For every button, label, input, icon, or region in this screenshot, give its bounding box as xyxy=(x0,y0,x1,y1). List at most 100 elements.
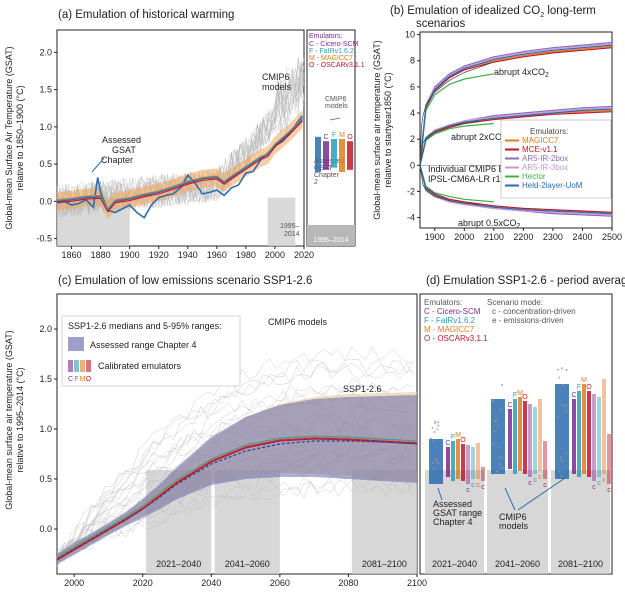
panel-b-legend-label-4: Hector xyxy=(522,172,546,181)
panel-c-legend-box xyxy=(61,315,241,387)
panel-c-period-shade-1 xyxy=(214,470,280,574)
panel-b-ylabel-1: relative to startyear1850 (°C) xyxy=(383,72,393,187)
panel-c-xtick-label-1: 2020 xyxy=(133,578,153,588)
panel-d-legend-title: Emulators: xyxy=(424,298,462,307)
panel-a-inset-period-label: 1995–2014 xyxy=(313,237,348,244)
panel-b-esm-2x xyxy=(419,120,480,166)
panel-b-title-line2: scenarios xyxy=(416,18,465,30)
panel-c-legend-emulators-label: Calibrated emulators xyxy=(98,361,182,371)
panel-c-title: (c) Emulation of low emissions scenario … xyxy=(58,275,312,287)
panel-d-cmip6-dot-2-12 xyxy=(565,404,568,407)
panel-d-mode-item-1: e - emissions-driven xyxy=(492,316,564,325)
panel-d-bar-mark-0-6: c xyxy=(476,482,480,489)
panel-a-inset-cmip6-0: CMIP6 xyxy=(325,96,347,103)
panel-c-assessed-median xyxy=(56,440,418,560)
panel-c-cmip6-line-11 xyxy=(56,378,414,554)
panel-a-period-label-1: 2014 xyxy=(284,231,300,238)
panel-b-ytick-label-7: 10 xyxy=(405,30,415,40)
panel-d-bar-2-6 xyxy=(602,379,606,474)
panel-d-cmip6-dot-0-5 xyxy=(437,421,440,424)
panel-c-cmip6-label: CMIP6 models xyxy=(268,317,328,327)
panel-d-bar-mark-0-1: F xyxy=(451,434,455,441)
panel-d-bar-0-6 xyxy=(476,443,480,479)
panel-b-legend-label-1: MCE-v1.1 xyxy=(522,145,558,154)
panel-d-cmip6-dot-0-10 xyxy=(433,467,436,470)
panel-d-bar-mark-2-0: C xyxy=(571,392,576,399)
panel-b-ytick-label-2: 0 xyxy=(410,160,415,170)
panel-d-period-shade-0 xyxy=(425,470,484,574)
panel-b-legend-box xyxy=(500,119,612,199)
panel-c-scenario-label: SSP1-2.6 xyxy=(343,384,382,394)
panel-d-cmip6-dot-0-4 xyxy=(434,458,437,461)
panel-b-xtick-label-2: 2100 xyxy=(484,232,504,242)
panel-d-bar-0-7 xyxy=(481,467,485,481)
panel-b-title-sub: 2 xyxy=(540,12,544,19)
panel-d-cmip6-dot-1-9 xyxy=(498,456,501,459)
panel-b-title-rest: long-term xyxy=(544,5,596,17)
panel-b-Held-2layer-UoM-y2x xyxy=(419,108,613,166)
panel-b-ytick-label-5: 6 xyxy=(410,82,415,92)
panel-a-xtick-label-5: 1960 xyxy=(207,250,227,260)
panel-b-MCE-v1.1-yhalf xyxy=(419,165,613,213)
panel-a-xtick-label-0: 1860 xyxy=(62,250,82,260)
panel-c-cmip6-line-0 xyxy=(56,384,414,555)
panel-a-emulator-band xyxy=(57,110,303,220)
panel-d-cmip6-dot-0-6 xyxy=(436,459,439,462)
panel-d-cmip6-dot-0-0 xyxy=(432,461,435,464)
panel-d-bar-1-6 xyxy=(538,399,542,471)
panel-b-title-main: (b) Emulation of idealized CO xyxy=(390,5,540,17)
panel-b-title-line1: (b) Emulation of idealized CO2 long-term xyxy=(390,5,596,19)
panel-a-inset-bar-0 xyxy=(315,136,321,172)
panel-a-ytick-label-1: 0.0 xyxy=(39,196,52,206)
panel-d-bar-1-3 xyxy=(523,401,527,474)
panel-d-cmip6-dot-0-3 xyxy=(434,420,437,423)
panel-b-xtick-label-5: 2400 xyxy=(572,232,592,242)
panel-d-bar-mark-2-7: c xyxy=(607,487,611,494)
panel-c-ytick-label-0: 0.0 xyxy=(39,524,52,534)
panel-a-ytick-label-0: -0.5 xyxy=(36,234,52,244)
panel-d-cmip6-dot-1-7 xyxy=(493,420,496,423)
panel-c-cmip6-line-7 xyxy=(56,346,414,560)
panel-a-cmip6-label-0: CMIP6 xyxy=(262,72,290,82)
panel-a-inset-bar-code-2: F xyxy=(332,132,336,139)
panel-c-plot: 2021–2040 2041–2060 2081–2100 2000 2020 2040 2… xyxy=(4,293,427,588)
panel-c-period-label-2: 2081–2100 xyxy=(362,559,407,569)
panel-c-legend-code-1: F xyxy=(74,376,78,383)
panel-d-bar-1-2 xyxy=(518,397,522,471)
panel-a-inset-bar-3 xyxy=(339,139,345,172)
panel-c-legend-emulator-swatch-0 xyxy=(68,360,73,372)
panel-a-period-label-0: 1995– xyxy=(280,223,300,230)
panel-d-bar-mark-1-7: c xyxy=(543,482,547,489)
panel-d-legend-M: M - MAGICC7 xyxy=(424,325,475,334)
panel-b-Held-2layer-UoM-yhalf xyxy=(419,165,613,215)
panel-a-inset-bar-code-1: C xyxy=(323,134,328,141)
panel-d-cmip6-dot-0-8 xyxy=(437,424,440,427)
panel-c-ytick-label-1: 0.5 xyxy=(39,474,52,484)
panel-a-emulator-line-3 xyxy=(56,118,303,211)
panel-b-xtick-label-1: 2000 xyxy=(454,232,474,242)
panel-a-inset-bar-2 xyxy=(331,139,337,168)
panel-d-cmip6-dot-0-13 xyxy=(437,462,440,465)
panel-b-esm-label-1: IPSL-CM6A-LR r1i1p1f1 xyxy=(428,174,525,184)
panel-d-bar-2-1 xyxy=(577,391,581,477)
panel-a-xtick-label-8: 2020 xyxy=(294,250,314,260)
panel-d-title: (d) Emulation SSP1-2.6 - period averages xyxy=(426,275,625,287)
panel-c-xtick-label-0: 2000 xyxy=(64,578,84,588)
panel-a-inset-bar-code-4: O xyxy=(347,134,353,141)
panel-b-ytick-label-3: 2 xyxy=(410,134,415,144)
panel-c-period-label-0: 2021–2040 xyxy=(156,559,201,569)
panel-d-bar-0-5 xyxy=(471,447,475,479)
panel-d-cmip6-dot-2-1 xyxy=(557,368,560,371)
panel-d-bar-mark-0-3: O xyxy=(460,437,466,444)
panel-a-xtick-label-1: 1880 xyxy=(91,250,111,260)
panel-d-cmip6-dot-1-6 xyxy=(501,383,504,386)
panel-a-ytick-label-5: 2.0 xyxy=(39,47,52,57)
panel-c-cmip6-line-16 xyxy=(56,362,414,560)
panel-b-esm-label-0: Individual CMIP6 ESM: xyxy=(428,164,521,174)
panel-a-plot: 1860 1880 1900 1920 1940 1960 1980 2000 2020 -0.5… xyxy=(4,29,314,260)
panel-d-cmip6-dot-2-11 xyxy=(561,384,564,387)
panel-a-ytick-label-2: 0.5 xyxy=(39,159,52,169)
panel-a-legend-M: M - MAGICC7 xyxy=(309,55,353,62)
panel-d-assessed-bar-1 xyxy=(491,399,505,474)
